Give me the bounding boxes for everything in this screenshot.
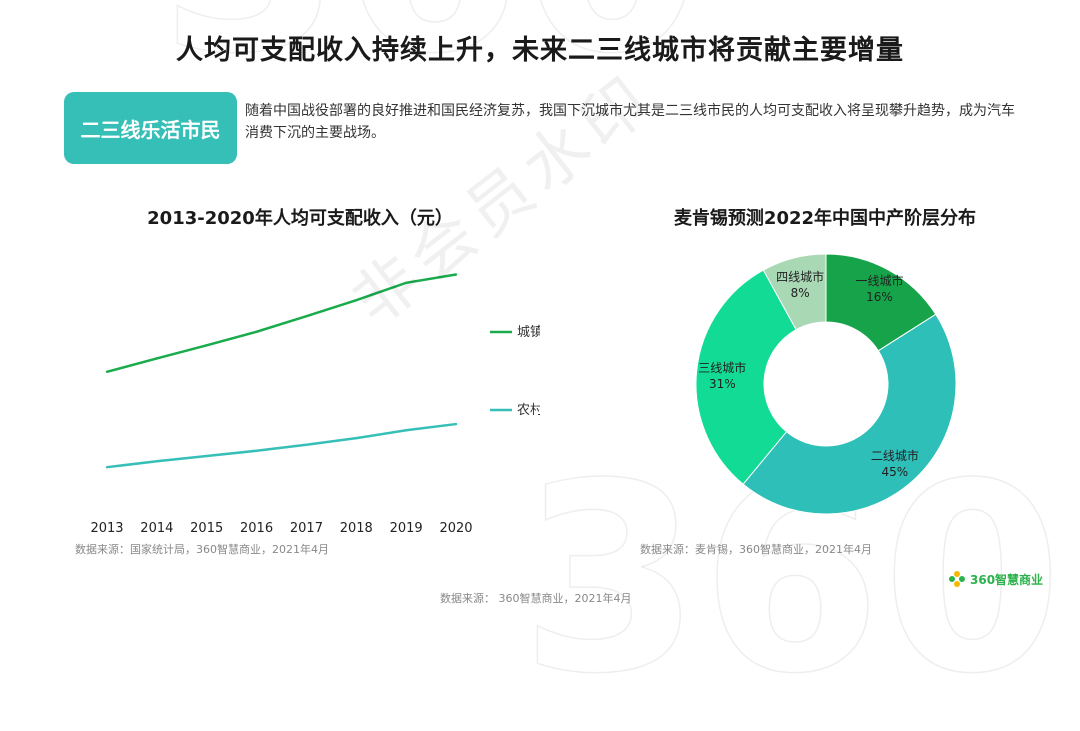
x-tick-label: 2019	[390, 521, 423, 536]
x-tick-label: 2020	[439, 521, 472, 536]
data-point	[255, 330, 258, 333]
x-tick-label: 2013	[90, 521, 123, 536]
x-tick-label: 2017	[290, 521, 323, 536]
brand-logo: 360智慧商业	[948, 570, 1043, 588]
data-point	[255, 449, 258, 452]
data-point	[105, 370, 109, 373]
data-point	[205, 454, 208, 458]
footer-source: 数据来源： 360智慧商业，2021年4月	[440, 592, 632, 605]
series-line-1	[106, 422, 457, 469]
slice-label: 四线城市	[776, 269, 824, 284]
data-point	[454, 273, 458, 276]
description-text: 随着中国战役部署的良好推进和国民经济复苏，我国下沉城市尤其是二三线市民的人均可支…	[245, 103, 1015, 141]
logo-text: 360智慧商业	[970, 572, 1044, 587]
x-tick-label: 2014	[140, 521, 173, 536]
slice-percent: 31%	[709, 377, 736, 391]
page-title: 人均可支配收入持续上升，未来二三线城市将贡献主要增量	[176, 35, 904, 66]
background-number-top: 360	[159, 0, 703, 91]
x-tick-label: 2015	[190, 521, 223, 536]
line-chart-title: 2013-2020年人均可支配收入（元）	[147, 208, 453, 229]
slice-percent: 8%	[791, 286, 810, 300]
slice-label: 三线城市	[698, 360, 746, 375]
data-point	[205, 344, 208, 347]
donut-chart-title: 麦肯锡预测2022年中国中产阶层分布	[673, 208, 977, 229]
slice-percent: 45%	[882, 465, 909, 479]
data-point	[155, 460, 159, 463]
data-point	[305, 443, 308, 446]
x-tick-label: 2018	[340, 521, 373, 536]
slice-percent: 16%	[866, 290, 893, 304]
legend-label: 农村	[517, 403, 540, 418]
donut-chart-source: 数据来源：麦肯锡，360智慧商业，2021年4月	[640, 543, 872, 556]
data-point	[454, 422, 458, 426]
data-point	[105, 465, 109, 469]
data-point	[355, 436, 358, 440]
x-tick-label: 2016	[240, 521, 273, 536]
data-point	[355, 298, 358, 302]
slice-label: 二线城市	[871, 448, 919, 463]
legend-label: 城镇	[517, 325, 540, 340]
donut-slice-2	[695, 269, 797, 485]
slice-label: 一线城市	[855, 273, 903, 288]
data-point	[404, 429, 408, 432]
series-line-0	[106, 273, 457, 373]
logo-icon	[949, 571, 965, 587]
segment-tag: 二三线乐活市民	[64, 92, 237, 164]
line-chart-source: 数据来源：国家统计局，360智慧商业，2021年4月	[75, 543, 329, 556]
donut-slice-1	[742, 313, 957, 515]
data-point	[155, 357, 159, 360]
donut-chart: 一线城市 16% 二线城市 45% 三线城市 31% 四线城市 8%	[695, 253, 957, 515]
data-point	[404, 281, 408, 284]
data-point	[305, 314, 308, 318]
donut-slice-3	[762, 253, 827, 331]
